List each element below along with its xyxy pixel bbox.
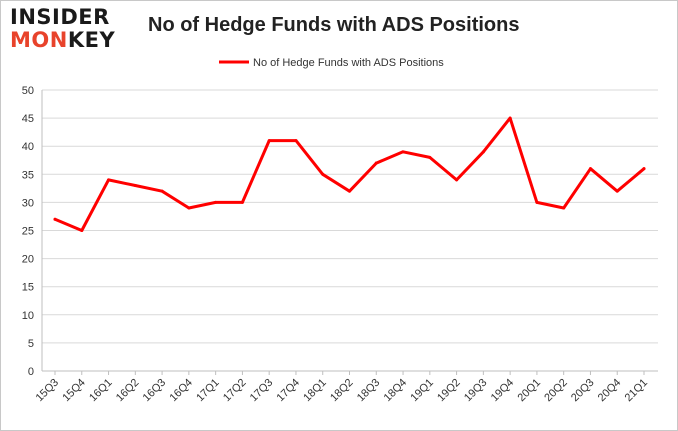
legend-label: No of Hedge Funds with ADS Positions xyxy=(253,57,444,69)
x-tick-label-18Q3: 18Q3 xyxy=(355,377,383,405)
data-point-17Q4 xyxy=(294,139,298,143)
data-point-15Q3 xyxy=(53,217,57,221)
data-point-20Q4 xyxy=(615,189,619,193)
x-tick-label-17Q1: 17Q1 xyxy=(194,377,222,405)
data-point-20Q2 xyxy=(562,206,566,210)
data-point-17Q2 xyxy=(240,200,244,204)
data-point-16Q1 xyxy=(107,178,111,182)
y-tick-label-45: 45 xyxy=(22,113,34,125)
x-tick-label-19Q1: 19Q1 xyxy=(408,377,436,405)
data-point-19Q3 xyxy=(481,150,485,154)
data-point-18Q2 xyxy=(348,189,351,193)
y-tick-label-5: 5 xyxy=(28,338,34,350)
x-tick-label-19Q3: 19Q3 xyxy=(462,377,490,405)
data-point-19Q4 xyxy=(508,116,512,120)
data-point-15Q4 xyxy=(80,229,84,232)
axes xyxy=(41,90,658,375)
data-point-17Q3 xyxy=(267,139,271,143)
x-tick-label-16Q2: 16Q2 xyxy=(114,377,142,405)
logo-line-1: INSIDER xyxy=(10,5,110,29)
x-tick-label-18Q4: 18Q4 xyxy=(382,377,410,405)
grid xyxy=(42,89,658,344)
x-tick-label-17Q3: 17Q3 xyxy=(248,377,276,405)
y-tick-label-25: 25 xyxy=(22,226,34,238)
y-tick-label-35: 35 xyxy=(22,169,34,181)
x-tick-label-20Q1: 20Q1 xyxy=(516,377,544,405)
y-axis-labels: 0 5 10 15 20 25 30 35 40 45 50 xyxy=(22,85,34,378)
data-point-20Q1 xyxy=(535,200,539,204)
x-tick-label-16Q4: 16Q4 xyxy=(167,377,195,405)
data-point-16Q2 xyxy=(133,184,137,188)
x-tick-label-21Q1: 21Q1 xyxy=(623,377,651,405)
x-axis-labels: 15Q3 15Q4 16Q1 16Q2 16Q3 16Q4 17Q1 17Q2 17Q3 17Q4… xyxy=(34,377,651,405)
x-tick-label-16Q1: 16Q1 xyxy=(87,377,115,405)
data-point-19Q1 xyxy=(428,155,432,159)
legend: No of Hedge Funds with ADS Positions xyxy=(219,57,444,69)
x-tick-label-17Q2: 17Q2 xyxy=(221,377,249,405)
y-tick-label-30: 30 xyxy=(22,197,34,209)
y-tick-label-15: 15 xyxy=(22,282,34,294)
x-tick-label-20Q2: 20Q2 xyxy=(542,377,570,405)
y-tick-label-40: 40 xyxy=(22,141,34,153)
x-tick-label-19Q2: 19Q2 xyxy=(435,377,463,405)
y-tick-label-20: 20 xyxy=(22,254,34,266)
series-group xyxy=(53,116,646,232)
y-tick-label-10: 10 xyxy=(22,310,34,322)
data-point-18Q4 xyxy=(401,150,405,154)
x-tick-label-18Q2: 18Q2 xyxy=(328,377,356,405)
data-point-16Q3 xyxy=(160,189,164,193)
insider-monkey-logo: INSIDER MONKEY xyxy=(10,6,128,56)
data-point-20Q3 xyxy=(588,167,592,171)
data-point-18Q3 xyxy=(374,161,378,165)
logo-line-2: MONKEY xyxy=(10,29,128,52)
chart-title: No of Hedge Funds with ADS Positions xyxy=(148,14,520,36)
data-point-19Q2 xyxy=(455,178,459,182)
logo-accent-text: MON xyxy=(10,28,68,52)
x-tick-label-18Q1: 18Q1 xyxy=(301,377,329,405)
data-point-17Q1 xyxy=(214,200,218,204)
x-tick-label-20Q4: 20Q4 xyxy=(596,377,624,405)
x-tick-label-20Q3: 20Q3 xyxy=(569,377,597,405)
x-tick-label-15Q3: 15Q3 xyxy=(34,377,62,405)
data-point-18Q1 xyxy=(321,172,325,176)
x-tick-label-19Q4: 19Q4 xyxy=(489,377,517,405)
x-tick-label-16Q3: 16Q3 xyxy=(141,377,169,405)
data-point-21Q1 xyxy=(642,167,646,171)
data-point-16Q4 xyxy=(187,206,191,210)
y-tick-label-50: 50 xyxy=(22,85,34,97)
logo-rest-text: KEY xyxy=(67,28,116,52)
y-tick-label-0: 0 xyxy=(28,366,34,378)
x-tick-label-17Q4: 17Q4 xyxy=(275,377,303,405)
x-tick-label-15Q4: 15Q4 xyxy=(60,377,88,405)
